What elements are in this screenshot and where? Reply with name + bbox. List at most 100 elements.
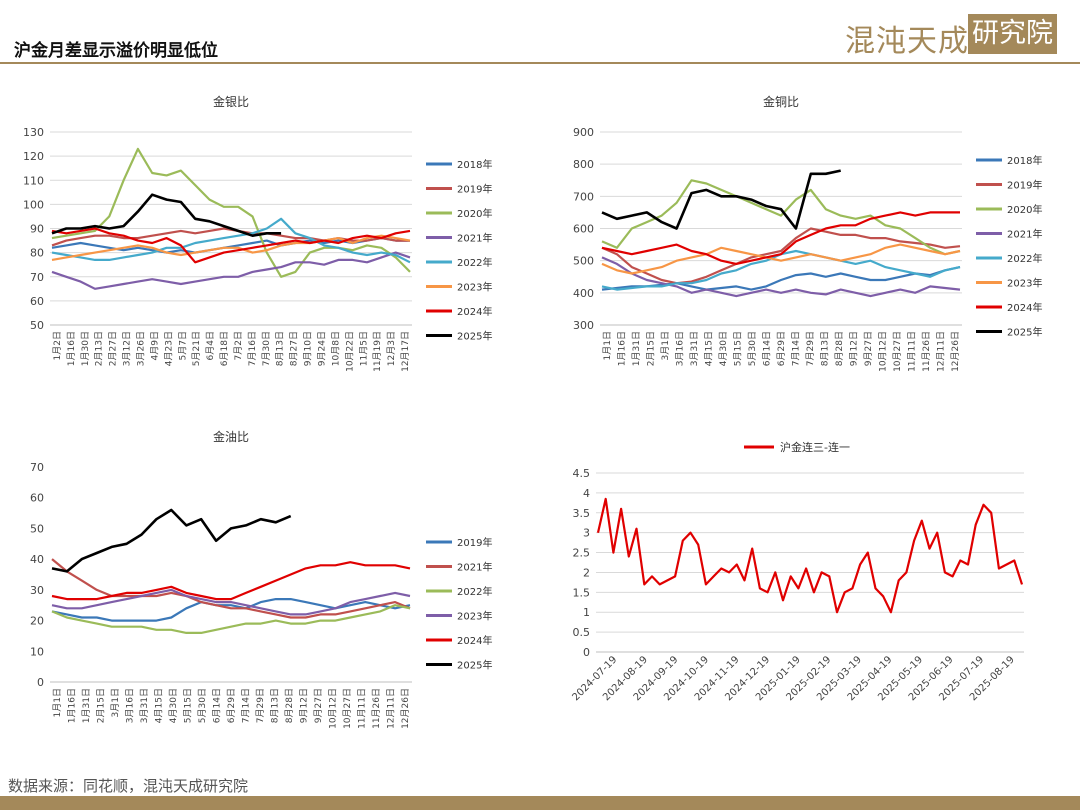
x-tick-label: 1月31日 — [81, 688, 92, 723]
legend-label: 沪金连三-连一 — [780, 440, 850, 454]
y-tick-label: 3 — [583, 527, 590, 540]
x-tick-label: 4月23日 — [163, 331, 174, 366]
logo-text: 混沌天成 — [845, 24, 969, 59]
series-line — [601, 227, 961, 285]
x-tick-label: 5月15日 — [733, 331, 744, 366]
legend-label: 2019年 — [1007, 179, 1042, 192]
x-tick-label: 7月30日 — [261, 331, 272, 366]
series-line — [51, 604, 411, 634]
y-tick-label: 50 — [30, 522, 44, 535]
chart-title: 金铜比 — [763, 94, 799, 109]
y-tick-label: 100 — [23, 198, 44, 211]
header-rule — [0, 62, 1080, 64]
x-tick-label: 7月16日 — [247, 331, 258, 366]
x-tick-label: 3月31日 — [139, 688, 150, 723]
series-line — [51, 217, 411, 264]
x-tick-label: 10月12日 — [327, 688, 338, 729]
x-tick-label: 10月12日 — [877, 331, 888, 372]
legend-label: 2018年 — [1007, 154, 1042, 167]
gold-copper-ratio-chart: 金铜比 300 400 500 600 700 800 900 1月1日 1月16日 1月31日 2月… — [540, 70, 1080, 400]
x-tick-label: 12月11日 — [935, 331, 946, 372]
x-tick-label: 11月26日 — [371, 688, 382, 729]
y-tick-label: 400 — [573, 287, 594, 300]
y-tick-label: 2.5 — [573, 547, 591, 560]
y-tick-label: 1.5 — [573, 586, 591, 599]
x-tick-label: 12月26日 — [400, 688, 411, 729]
y-tick-label: 600 — [573, 223, 594, 236]
x-tick-label: 2月15日 — [96, 688, 107, 723]
x-tick-label: 2月27日 — [108, 331, 119, 366]
y-tick-label: 4.5 — [573, 467, 591, 480]
x-tick-label: 12月11日 — [385, 688, 396, 729]
legend-label: 2022年 — [1007, 252, 1042, 265]
x-tick-label: 12月17日 — [400, 331, 411, 372]
legend-label: 2020年 — [457, 207, 492, 220]
legend-label: 2024年 — [1007, 301, 1042, 314]
legend-label: 2023年 — [1007, 277, 1042, 290]
x-tick-label: 10月27日 — [892, 331, 903, 372]
x-tick-label: 2月15日 — [646, 331, 657, 366]
legend-label: 2024年 — [457, 305, 492, 318]
logo-box-text: 研究院 — [968, 14, 1057, 54]
chart-title: 金银比 — [213, 94, 249, 109]
legend-label: 2019年 — [457, 183, 492, 196]
series-line — [51, 588, 411, 616]
x-tick-label: 10月22日 — [344, 331, 355, 372]
y-tick-label: 70 — [30, 461, 44, 474]
x-tick-label: 7月14日 — [240, 688, 251, 723]
x-tick-label: 1月1日 — [52, 688, 63, 717]
x-tick-label: 1月30日 — [80, 331, 91, 366]
data-source-note: 数据来源：同花顺，混沌天成研究院 — [8, 777, 249, 795]
x-tick-label: 11月19日 — [372, 331, 383, 372]
series-line — [601, 256, 961, 298]
x-tick-label: 5月21日 — [191, 331, 202, 366]
series-line — [51, 508, 292, 573]
x-tick-label: 3月26日 — [136, 331, 147, 366]
y-tick-label: 130 — [23, 126, 44, 139]
x-tick-label: 8月13日 — [275, 331, 286, 366]
legend-label: 2025年 — [457, 330, 492, 343]
y-tick-label: 3.5 — [573, 507, 591, 520]
legend-label: 2019年 — [457, 536, 492, 549]
legend-label: 2025年 — [457, 659, 492, 672]
chart-svg: 金铜比 300 400 500 600 700 800 900 1月1日 1月16日 1月31日 2月… — [573, 94, 1042, 372]
series-line — [601, 249, 961, 291]
series-line — [51, 561, 411, 601]
legend-label: 2021年 — [457, 561, 492, 574]
gold-oil-ratio-chart: 金油比 0 10 20 30 40 50 60 70 1月1日 1月16日 1月31日 2月15日 3月1… — [0, 405, 540, 740]
chart-title: 金油比 — [213, 429, 249, 444]
x-tick-label: 4月9日 — [149, 331, 160, 360]
series-line — [596, 497, 1024, 614]
x-tick-label: 9月12日 — [298, 688, 309, 723]
x-tick-label: 1月31日 — [631, 331, 642, 366]
legend-label: 2023年 — [457, 281, 492, 294]
x-tick-label: 3月1日 — [110, 688, 121, 717]
legend-label: 2022年 — [457, 585, 492, 598]
x-tick-label: 5月30日 — [747, 331, 758, 366]
y-tick-label: 10 — [30, 645, 44, 658]
series-line — [601, 211, 960, 265]
y-tick-label: 1 — [583, 606, 590, 619]
page-title: 沪金月差显示溢价明显低位 — [14, 41, 218, 61]
legend-label: 2025年 — [1007, 326, 1042, 339]
legend-label: 2020年 — [1007, 203, 1042, 216]
x-tick-label: 6月14日 — [762, 331, 773, 366]
brand-logo: 混沌天成 研究院 — [845, 14, 1057, 59]
x-tick-label: 6月14日 — [212, 688, 223, 723]
y-tick-label: 500 — [573, 255, 594, 268]
series-line — [601, 243, 961, 275]
x-tick-label: 9月27日 — [863, 331, 874, 366]
x-tick-label: 12月26日 — [950, 331, 961, 372]
y-tick-label: 0 — [37, 676, 44, 689]
y-tick-label: 20 — [30, 615, 44, 628]
x-tick-label: 12月3日 — [386, 331, 397, 366]
legend-label: 2021年 — [1007, 228, 1042, 241]
y-tick-label: 300 — [573, 319, 594, 332]
x-tick-label: 7月29日 — [255, 688, 266, 723]
x-tick-label: 6月29日 — [226, 688, 237, 723]
x-tick-label: 8月13日 — [819, 331, 830, 366]
x-tick-label: 11月5日 — [358, 331, 369, 366]
y-tick-label: 4 — [583, 487, 590, 500]
y-tick-label: 30 — [30, 584, 44, 597]
y-tick-label: 90 — [30, 223, 44, 236]
